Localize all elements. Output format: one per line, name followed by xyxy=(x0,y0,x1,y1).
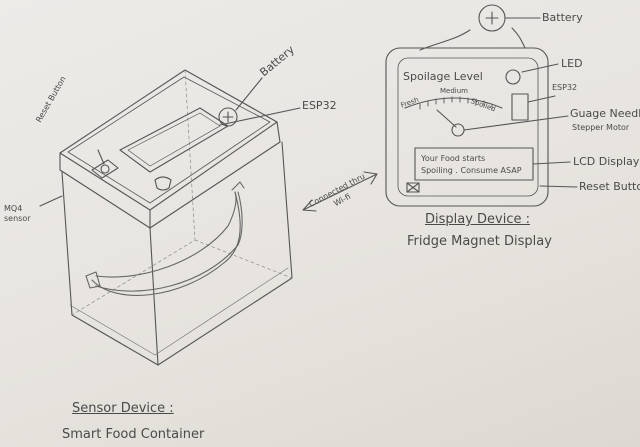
gauge-label-medium: Medium xyxy=(440,87,468,95)
spoilage-level-title: Spoilage Level xyxy=(403,70,483,83)
esp32-label: ESP32 xyxy=(302,99,337,112)
gauge-ticks xyxy=(419,96,493,110)
display-device-subtitle: Fridge Magnet Display xyxy=(407,234,552,249)
sensor-device-subtitle: Smart Food Container xyxy=(62,427,205,442)
display-device-sketch xyxy=(385,4,578,207)
display-device-heading: Display Device : xyxy=(425,212,531,227)
gauge-needle-label: Guage Needle& xyxy=(570,107,640,120)
stepper-motor-label: Stepper Motor xyxy=(572,123,630,132)
mq4-sensor-sketch xyxy=(39,176,172,207)
mq4-sensor-label: MQ4 sensor xyxy=(4,204,31,224)
wifi-connection-arrow xyxy=(302,171,378,212)
led-label: LED xyxy=(561,57,583,70)
sensor-device-heading: Sensor Device : xyxy=(72,401,174,416)
display-battery-label: Battery xyxy=(542,11,583,24)
esp32-board-sketch xyxy=(119,107,229,173)
battery-sketch xyxy=(218,77,263,127)
display-reset-button-label: Reset Button xyxy=(579,180,640,193)
lcd-text: Your Food starts Spoiling . Consume ASAP xyxy=(421,154,522,175)
lcd-display-label: LCD Display xyxy=(573,155,640,168)
display-esp32-label: ESP32 xyxy=(552,83,578,92)
food-container xyxy=(59,69,293,366)
banana-sketch xyxy=(85,181,245,296)
reset-button-sketch xyxy=(91,149,119,179)
